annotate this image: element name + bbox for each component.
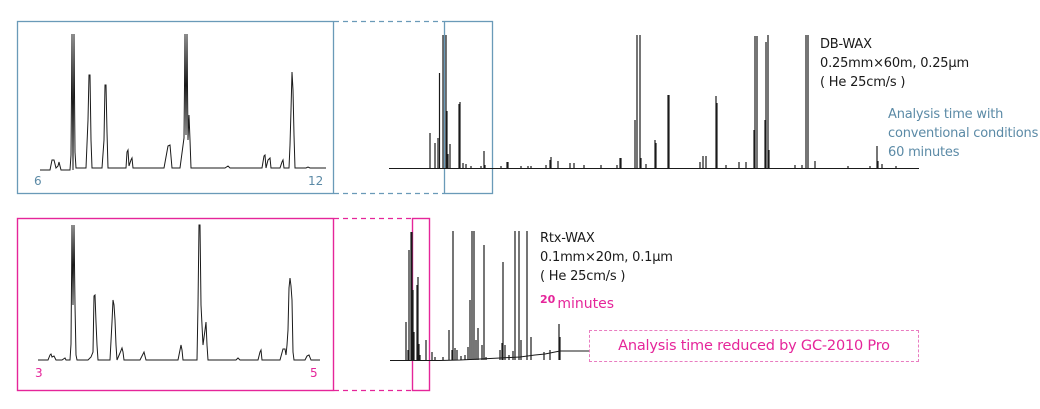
top-column-dimensions: 0.25mm×60m, 0.25µm xyxy=(820,56,969,71)
conventional-note-line2: conventional conditions xyxy=(888,126,1039,141)
conventional-note-line1: Analysis time with xyxy=(888,107,1004,122)
bottom-expanded-trace xyxy=(38,224,320,361)
bottom-column-dimensions: 0.1mm×20m, 0.1µm xyxy=(540,250,673,265)
top-expanded-trace xyxy=(40,33,326,171)
top-carrier-gas: ( He 25cm/s ) xyxy=(820,75,906,90)
reduced-time-unit: minutes xyxy=(557,296,614,312)
bottom-full-trace xyxy=(390,231,590,361)
conventional-time-note: Analysis time with conventional conditio… xyxy=(888,105,1038,162)
bottom-zoom-connector xyxy=(334,217,412,392)
top-full-trace xyxy=(389,35,919,169)
bottom-column-info: Rtx-WAX 0.1mm×20m, 0.1µm ( He 25cm/s ) xyxy=(540,229,673,286)
top-column-info: DB-WAX 0.25mm×60m, 0.25µm ( He 25cm/s ) xyxy=(820,35,969,92)
bottom-column-name: Rtx-WAX xyxy=(540,231,595,246)
bottom-zoom-window xyxy=(411,217,431,392)
reduced-analysis-time: 20 minutes xyxy=(540,293,614,312)
gc2010-pro-badge-text: Analysis time reduced by GC-2010 Pro xyxy=(618,338,890,354)
reduced-time-value: 20 xyxy=(540,293,556,306)
top-zoom-end-tick: 12 xyxy=(308,174,324,188)
gc2010-pro-badge: Analysis time reduced by GC-2010 Pro xyxy=(589,330,919,362)
top-zoom-box xyxy=(16,20,335,195)
top-zoom-start-tick: 6 xyxy=(34,174,42,188)
bottom-zoom-box xyxy=(16,217,335,392)
bottom-zoom-end-tick: 5 xyxy=(310,366,318,380)
top-zoom-window xyxy=(443,20,494,195)
conventional-note-line3: 60 minutes xyxy=(888,145,960,160)
bottom-zoom-start-tick: 3 xyxy=(35,366,43,380)
top-zoom-connector xyxy=(334,20,444,195)
bottom-carrier-gas: ( He 25cm/s ) xyxy=(540,269,626,284)
top-column-name: DB-WAX xyxy=(820,37,872,52)
